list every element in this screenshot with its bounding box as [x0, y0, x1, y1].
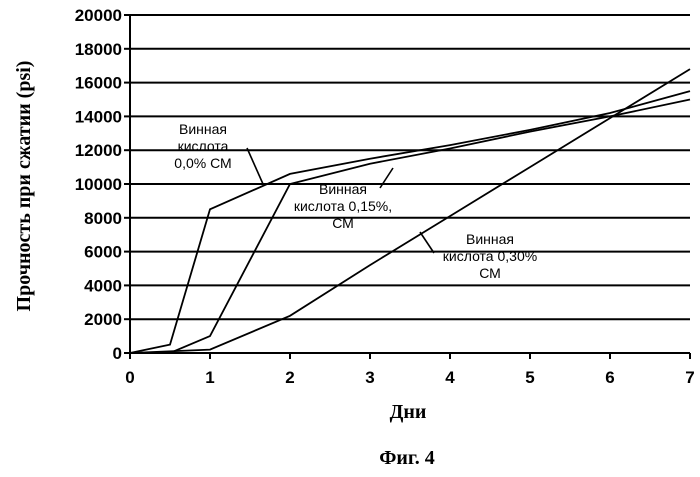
y-tick-label: 10000 — [75, 175, 122, 194]
y-tick-label: 4000 — [84, 276, 122, 295]
annotation-label: кислота 0,30% — [443, 248, 537, 264]
x-tick-label: 3 — [365, 368, 374, 387]
annotation-label: кислота 0,15%, — [294, 198, 392, 214]
annotation-label: СМ — [332, 215, 354, 231]
x-tick-label: 2 — [285, 368, 294, 387]
annotation-label: Винная — [319, 181, 367, 197]
y-tick-label: 6000 — [84, 243, 122, 262]
figure-caption: Фиг. 4 — [379, 447, 435, 469]
y-tick-label: 12000 — [75, 141, 122, 160]
y-tick-label: 16000 — [75, 74, 122, 93]
y-tick-label: 18000 — [75, 40, 122, 59]
x-tick-label: 1 — [205, 368, 214, 387]
annotation-label: СМ — [479, 265, 501, 281]
x-axis-title: Дни — [390, 401, 427, 423]
x-tick-label: 0 — [125, 368, 134, 387]
x-tick-label: 6 — [605, 368, 614, 387]
x-tick-label: 5 — [525, 368, 534, 387]
annotation-label: кислота — [178, 138, 229, 154]
annotation-leader — [247, 148, 263, 184]
x-tick-label: 4 — [445, 368, 455, 387]
axes — [124, 15, 690, 359]
series-lines — [130, 69, 690, 353]
annotation-label: Винная — [179, 121, 227, 137]
y-tick-label: 2000 — [84, 310, 122, 329]
y-tick-label: 8000 — [84, 209, 122, 228]
y-tick-label: 0 — [113, 344, 122, 363]
y-axis-title: Прочность при сжатии (psi) — [13, 61, 35, 312]
x-tick-label: 7 — [685, 368, 694, 387]
y-tick-label: 14000 — [75, 107, 122, 126]
annotation-label: 0,0% СМ — [174, 155, 231, 171]
annotation-label: Винная — [466, 231, 514, 247]
series-tartaric-0-30 — [130, 69, 690, 353]
tick-labels: 0 2000 4000 6000 8000 10000 12000 14000 16000 180… — [75, 6, 695, 387]
annotation-leader — [420, 232, 434, 253]
y-tick-label: 20000 — [75, 6, 122, 25]
